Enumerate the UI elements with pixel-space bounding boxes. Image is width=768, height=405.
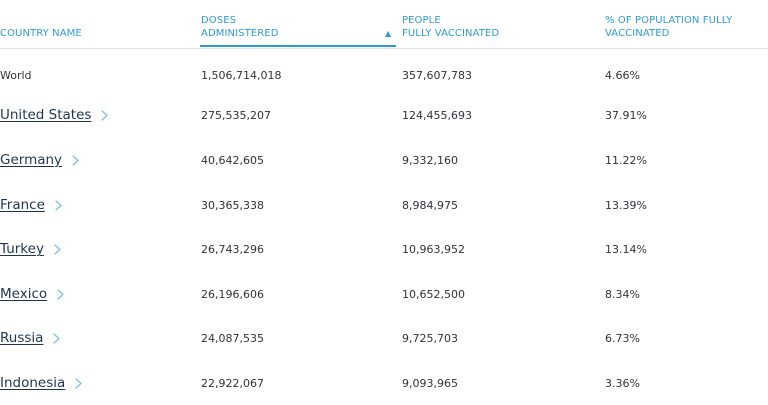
- country-name: World: [0, 68, 32, 82]
- people-cell: 9,332,160: [402, 153, 458, 167]
- country-cell: France: [0, 183, 62, 227]
- percent-cell: 11.22%: [605, 153, 647, 167]
- percent-cell: 8.34%: [605, 287, 640, 301]
- table-row[interactable]: United States 275,535,207 124,455,693 37.91…: [0, 93, 768, 137]
- percent-cell: 13.14%: [605, 242, 647, 256]
- percent-cell: 6.73%: [605, 331, 640, 345]
- country-cell: Russia: [0, 316, 61, 360]
- header-percent-fully-vaccinated[interactable]: % OF POPULATION FULLY VACCINATED: [605, 15, 733, 39]
- table-row[interactable]: Indonesia 22,922,067 9,093,965 3.36%: [0, 361, 768, 405]
- chevron-right-icon[interactable]: [101, 109, 109, 121]
- country-link[interactable]: Turkey: [0, 241, 44, 257]
- people-cell: 9,093,965: [402, 376, 458, 390]
- people-cell: 124,455,693: [402, 108, 472, 122]
- country-cell: Mexico: [0, 272, 64, 316]
- table-row[interactable]: Turkey 26,743,296 10,963,952 13.14%: [0, 227, 768, 271]
- doses-cell: 1,506,714,018: [201, 68, 282, 82]
- country-cell: Germany: [0, 138, 79, 182]
- country-cell: Indonesia: [0, 361, 82, 405]
- people-cell: 357,607,783: [402, 68, 472, 82]
- sort-arrow-icon[interactable]: ▲: [385, 29, 392, 38]
- percent-cell: 3.36%: [605, 376, 640, 390]
- doses-cell: 40,642,605: [201, 153, 264, 167]
- table-header: COUNTRY NAME DOSES ADMINISTERED ▲ PEOPLE…: [0, 0, 768, 49]
- percent-cell: 13.39%: [605, 198, 647, 212]
- percent-cell: 4.66%: [605, 68, 640, 82]
- active-sort-indicator: [200, 45, 396, 47]
- table-row[interactable]: France 30,365,338 8,984,975 13.39%: [0, 183, 768, 227]
- header-people-fully-vaccinated[interactable]: PEOPLE FULLY VACCINATED: [402, 15, 500, 39]
- country-cell: World: [0, 53, 32, 97]
- chevron-right-icon[interactable]: [55, 199, 62, 211]
- chevron-right-icon[interactable]: [75, 377, 82, 389]
- country-link[interactable]: France: [0, 197, 45, 213]
- doses-cell: 26,743,296: [201, 242, 264, 256]
- country-cell: United States: [0, 93, 109, 137]
- doses-cell: 22,922,067: [201, 376, 264, 390]
- country-link[interactable]: Russia: [0, 330, 44, 346]
- chevron-right-icon[interactable]: [72, 154, 79, 166]
- doses-cell: 26,196,606: [201, 287, 264, 301]
- header-country-name[interactable]: COUNTRY NAME: [0, 28, 82, 39]
- table-row[interactable]: Russia 24,087,535 9,725,703 6.73%: [0, 316, 768, 360]
- people-cell: 8,984,975: [402, 198, 458, 212]
- percent-cell: 37.91%: [605, 108, 647, 122]
- people-cell: 9,725,703: [402, 331, 458, 345]
- doses-cell: 30,365,338: [201, 198, 264, 212]
- people-cell: 10,652,500: [402, 287, 465, 301]
- doses-cell: 24,087,535: [201, 331, 264, 345]
- country-link[interactable]: Indonesia: [0, 375, 66, 391]
- country-link[interactable]: Mexico: [0, 286, 48, 302]
- table-row[interactable]: Mexico 26,196,606 10,652,500 8.34%: [0, 272, 768, 316]
- chevron-right-icon[interactable]: [57, 288, 64, 300]
- table-row: World 1,506,714,018 357,607,783 4.66%: [0, 53, 768, 97]
- table-row[interactable]: Germany 40,642,605 9,332,160 11.22%: [0, 138, 768, 182]
- header-doses-administered[interactable]: DOSES ADMINISTERED: [201, 15, 279, 39]
- doses-cell: 275,535,207: [201, 108, 271, 122]
- chevron-right-icon[interactable]: [53, 332, 61, 344]
- country-link[interactable]: United States: [0, 107, 92, 123]
- country-cell: Turkey: [0, 227, 61, 271]
- people-cell: 10,963,952: [402, 242, 465, 256]
- country-link[interactable]: Germany: [0, 152, 63, 168]
- chevron-right-icon[interactable]: [54, 243, 61, 255]
